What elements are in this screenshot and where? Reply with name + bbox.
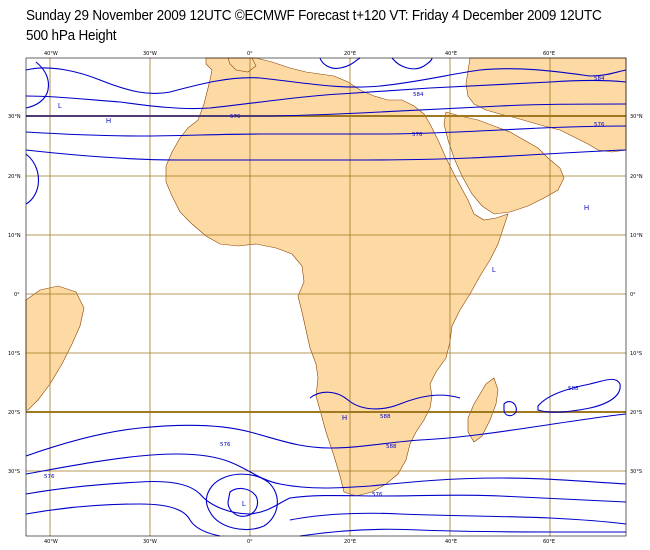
height-contours <box>25 57 627 537</box>
tick-label: 20°N <box>630 174 643 180</box>
contour-label: 576 <box>230 114 241 120</box>
contour-line <box>25 149 627 161</box>
contour-label: 588 <box>568 386 579 392</box>
south-america-landmass <box>25 285 85 411</box>
madagascar-landmass <box>467 377 499 443</box>
arabia-landmass <box>443 111 565 215</box>
tick-label: 40°E <box>445 51 457 57</box>
tick-label: 20°E <box>344 539 356 545</box>
tick-label: 60°E <box>543 51 555 57</box>
contour-line <box>25 125 627 137</box>
contour-line <box>537 378 621 413</box>
tick-label: 10°S <box>8 351 20 357</box>
tick-labels-bottom: 40°W 30°W 0° 20°E 40°E 60°E <box>44 539 555 545</box>
contour-label: 576 <box>412 132 423 138</box>
contour-label: 584 <box>594 76 605 82</box>
contour-label: 588 <box>380 414 391 420</box>
tick-label: 40°E <box>445 539 457 545</box>
contour-line <box>25 453 627 489</box>
tick-labels-right: 30°N 20°N 10°N 0° 10°S 20°S 30°S <box>630 114 643 475</box>
tick-label: 30°W <box>143 51 157 57</box>
field-title: 500 hPa Height <box>26 28 117 44</box>
contour-label: 576 <box>220 442 231 448</box>
contour-line <box>25 481 627 515</box>
contour-line <box>25 67 627 95</box>
contour-line <box>319 57 361 69</box>
tick-label: 30°S <box>8 469 20 475</box>
contour-line <box>25 61 50 109</box>
low-center-marker: L <box>242 501 246 508</box>
contour-line <box>391 57 433 70</box>
high-center-marker: H <box>342 415 347 422</box>
tick-label: 30°N <box>8 114 21 120</box>
tick-label: 10°N <box>8 233 21 239</box>
tick-label: 0° <box>630 292 636 298</box>
low-center-marker: L <box>492 267 496 274</box>
contour-label: 576 <box>372 492 383 498</box>
low-center-marker: L <box>58 103 62 110</box>
contour-line <box>299 528 626 537</box>
tick-label: 10°S <box>630 351 642 357</box>
tick-label: 20°N <box>8 174 21 180</box>
tick-label: 60°E <box>543 539 555 545</box>
tick-label: 30°S <box>630 469 642 475</box>
contour-line <box>289 512 627 525</box>
contour-label: 584 <box>413 92 424 98</box>
tick-label: 10°N <box>630 233 643 239</box>
contour-line <box>25 153 40 205</box>
africa-landmass <box>165 57 509 497</box>
tick-labels-left: 30°N 20°N 10°N 0° 10°S 20°S 30°S <box>8 114 21 475</box>
pressure-centers: L H H L H L <box>58 103 589 508</box>
forecast-title: Sunday 29 November 2009 12UTC ©ECMWF For… <box>26 8 602 24</box>
tick-label: 0° <box>14 292 20 298</box>
contour-labels: 584 576 576 576 588 588 588 576 576 576 … <box>44 76 605 498</box>
tick-label: 20°S <box>8 410 20 416</box>
contour-label: 588 <box>386 444 397 450</box>
tick-label: 40°W <box>44 539 58 545</box>
graticule <box>26 58 626 536</box>
land-layer <box>25 57 627 497</box>
contour-line <box>25 103 627 117</box>
high-center-marker: H <box>106 118 111 125</box>
contour-line <box>205 473 278 531</box>
tick-labels-top: 40°W 30°W 0° 20°E 40°E 60°E <box>44 51 555 57</box>
contour-line <box>503 401 517 417</box>
contour-line <box>25 413 627 457</box>
contour-line <box>309 391 461 410</box>
contour-label: 576 <box>44 474 55 480</box>
tick-label: 0° <box>247 51 253 57</box>
contour-line <box>25 79 627 110</box>
contour-label: 576 <box>594 122 605 128</box>
tick-label: 20°S <box>630 410 642 416</box>
contour-line <box>227 487 259 517</box>
tick-label: 0° <box>247 539 253 545</box>
tick-label: 30°W <box>143 539 157 545</box>
tick-label: 40°W <box>44 51 58 57</box>
tick-label: 20°E <box>344 51 356 57</box>
contour-line <box>25 503 221 537</box>
high-center-marker: H <box>584 205 589 212</box>
tick-label: 30°N <box>630 114 643 120</box>
map-frame <box>25 57 627 537</box>
